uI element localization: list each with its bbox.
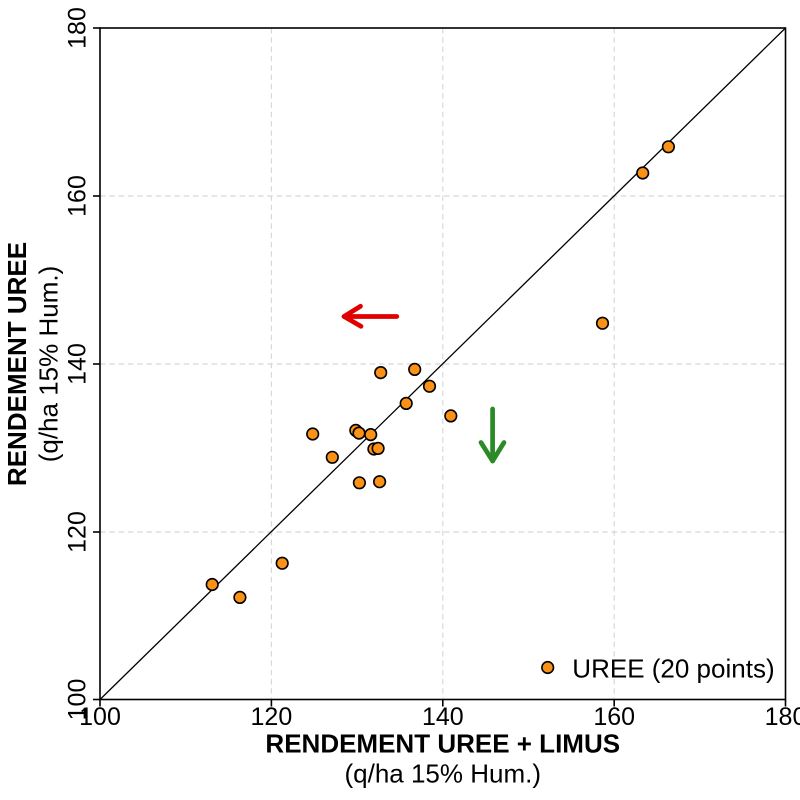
svg-text:120: 120 [64,511,92,553]
svg-text:140: 140 [422,703,464,731]
svg-text:UREE (20 points): UREE (20 points) [572,654,774,684]
svg-text:180: 180 [64,7,92,49]
svg-text:180: 180 [765,703,800,731]
svg-text:(q/ha 15% Hum.): (q/ha 15% Hum.) [34,266,64,463]
svg-text:(q/ha 15% Hum.): (q/ha 15% Hum.) [344,759,541,789]
svg-text:160: 160 [593,703,635,731]
svg-text:RENDEMENT UREE: RENDEMENT UREE [2,242,32,486]
svg-text:100: 100 [79,703,121,731]
svg-text:100: 100 [64,679,92,721]
svg-text:140: 140 [64,343,92,385]
svg-text:RENDEMENT UREE + LIMUS: RENDEMENT UREE + LIMUS [265,729,620,759]
svg-text:120: 120 [251,703,293,731]
svg-text:160: 160 [64,175,92,217]
